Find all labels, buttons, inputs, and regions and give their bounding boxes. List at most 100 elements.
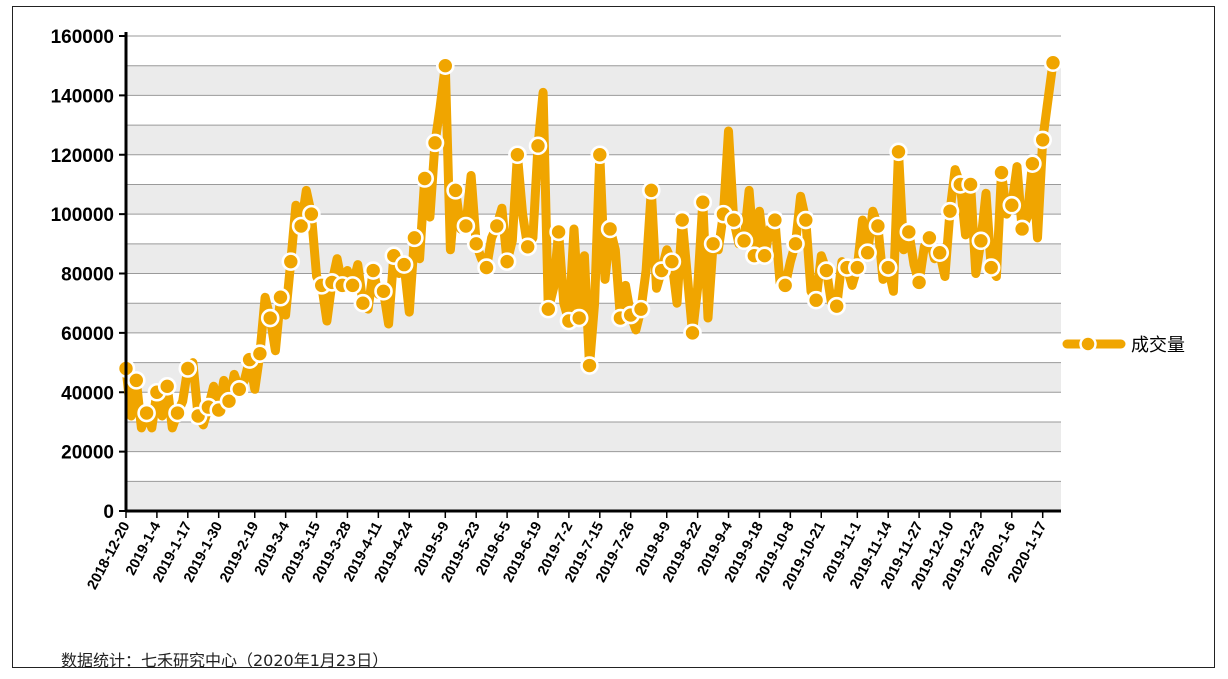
x-axis-ticks: 2018-12-202019-1-42019-1-172019-1-302019… xyxy=(85,511,1050,592)
grid-band xyxy=(126,36,1061,66)
data-point xyxy=(765,210,785,230)
data-point xyxy=(168,403,187,423)
data-point xyxy=(724,210,744,230)
data-point xyxy=(230,379,249,399)
data-point xyxy=(786,234,805,254)
data-point xyxy=(580,356,599,375)
data-point xyxy=(508,145,527,165)
axes xyxy=(124,32,1061,513)
y-tick-label: 120000 xyxy=(51,146,114,167)
data-point xyxy=(1043,53,1063,73)
data-point xyxy=(703,234,723,254)
y-tick-label: 0 xyxy=(103,502,114,523)
data-point xyxy=(394,255,414,274)
data-point xyxy=(734,231,754,251)
data-point xyxy=(889,142,908,162)
data-point xyxy=(250,344,270,363)
data-point xyxy=(868,216,888,236)
data-point xyxy=(683,323,702,343)
data-point xyxy=(487,216,507,236)
series-markers xyxy=(116,53,1063,426)
data-point xyxy=(641,181,661,200)
data-point xyxy=(940,201,960,221)
data-point xyxy=(425,133,445,153)
data-point xyxy=(415,169,435,188)
data-point xyxy=(137,403,156,423)
data-point xyxy=(755,246,774,265)
data-point xyxy=(899,222,919,242)
data-point xyxy=(992,163,1011,182)
y-tick-label: 140000 xyxy=(51,86,114,107)
data-point xyxy=(497,252,517,271)
data-point xyxy=(817,261,836,280)
data-point xyxy=(405,228,424,248)
y-tick-label: 60000 xyxy=(61,324,114,345)
data-point xyxy=(343,276,362,295)
data-point xyxy=(528,136,548,156)
data-point xyxy=(477,258,496,277)
data-point xyxy=(827,296,847,316)
y-tick-label: 20000 xyxy=(61,443,114,464)
data-point xyxy=(1033,130,1052,150)
grid-band xyxy=(126,451,1061,482)
y-tick-label: 100000 xyxy=(51,205,114,226)
data-point xyxy=(981,258,1001,277)
data-point xyxy=(775,276,795,295)
data-point xyxy=(569,308,589,328)
chart-frame: 0 20000 40000 60000 80000 100000 120000 140000 1… xyxy=(12,6,1215,670)
legend: 成交量 xyxy=(1062,335,1185,356)
y-tick-label: 40000 xyxy=(61,383,114,404)
data-point xyxy=(847,258,867,277)
grid-band xyxy=(126,95,1061,126)
data-point xyxy=(157,377,177,396)
data-point xyxy=(271,287,290,307)
data-point xyxy=(435,56,455,75)
data-point xyxy=(281,252,301,271)
data-point xyxy=(1002,195,1022,215)
grid-band xyxy=(126,392,1061,422)
data-point xyxy=(1023,154,1042,173)
data-point xyxy=(363,261,383,280)
data-point xyxy=(291,216,311,236)
data-point xyxy=(961,175,980,194)
data-point xyxy=(374,282,393,301)
grid-band xyxy=(126,421,1061,452)
grid-band xyxy=(126,481,1061,511)
data-point xyxy=(219,391,239,411)
data-point xyxy=(909,273,929,292)
data-point xyxy=(1012,219,1032,239)
data-point xyxy=(631,299,651,319)
source-note: 数据统计：七禾研究中心（2020年1月23日） xyxy=(61,651,389,670)
data-point xyxy=(930,243,950,263)
data-point xyxy=(693,192,713,212)
data-point xyxy=(858,243,877,263)
x-tick-label: 2018-12-20 xyxy=(85,519,134,592)
data-point xyxy=(127,371,146,390)
y-axis-ticks: 0 20000 40000 60000 80000 100000 120000 140000 1… xyxy=(51,27,126,523)
line-chart: 0 20000 40000 60000 80000 100000 120000 140000 1… xyxy=(51,27,1185,592)
y-tick-label: 160000 xyxy=(51,27,114,48)
data-point xyxy=(446,181,465,200)
data-point xyxy=(538,299,558,319)
data-point xyxy=(600,219,620,239)
grid-band xyxy=(126,65,1061,96)
data-point xyxy=(590,145,610,165)
data-point xyxy=(878,258,898,277)
data-point xyxy=(796,210,816,230)
legend-marker-swatch xyxy=(1079,335,1097,353)
data-point xyxy=(662,252,682,271)
data-point xyxy=(549,222,568,242)
data-point xyxy=(353,293,373,313)
data-point xyxy=(971,231,991,251)
data-point xyxy=(466,234,486,254)
data-point xyxy=(302,204,321,224)
y-tick-label: 80000 xyxy=(61,265,114,286)
data-point xyxy=(920,228,939,248)
data-point xyxy=(456,216,476,236)
legend-label: 成交量 xyxy=(1131,335,1185,356)
data-point xyxy=(518,237,538,257)
data-point xyxy=(260,308,280,328)
data-point xyxy=(672,210,692,230)
data-point xyxy=(178,359,198,378)
data-point xyxy=(806,290,826,310)
